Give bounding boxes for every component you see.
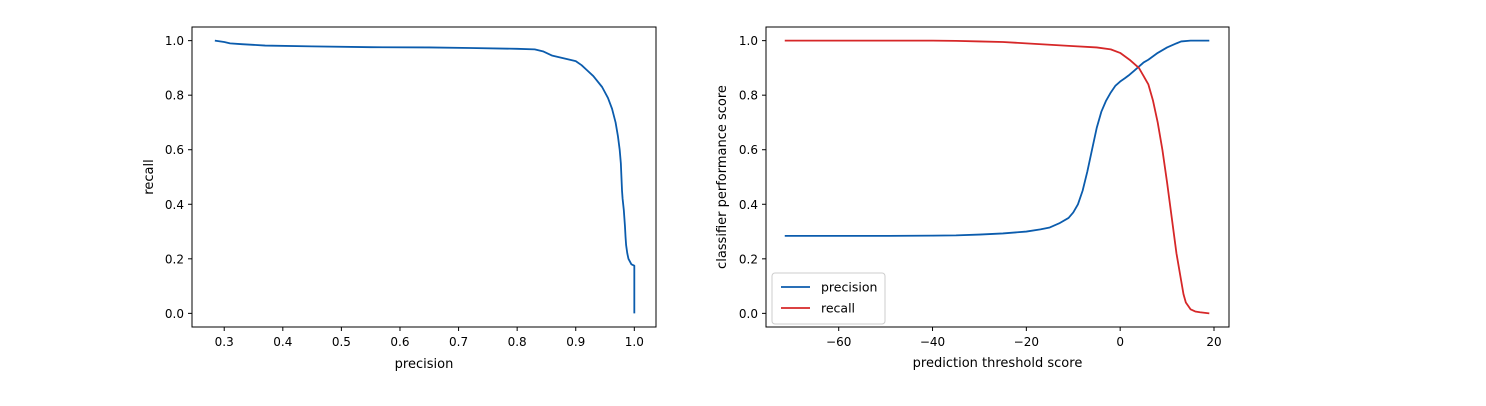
x-tick-label: 1.0 [625,335,644,349]
y-tick-label: 0.0 [165,307,184,321]
x-tick-label: 0.9 [566,335,585,349]
x-tick-label: 0.4 [273,335,292,349]
y-tick-label: 1.0 [165,34,184,48]
chart-threshold-scores: −60 −40 −20 0 20 0.0 0.2 0.4 0.6 0.8 1.0 prediction… [715,26,1230,371]
y-tick-label: 1.0 [739,34,758,48]
y-tick-label: 0.2 [165,252,184,266]
x-tick-label: 0 [1116,335,1124,349]
chart-precision-recall: 0.3 0.4 0.5 0.6 0.7 0.8 0.9 1.0 0.0 0.2 0.4 0.6 0.8 1… [142,26,657,372]
x-tick-label: 0.3 [215,335,234,349]
series-line-precision [784,39,1210,237]
y-tick-label: 0.2 [739,252,758,266]
axes-frame [191,26,657,328]
legend-box [771,272,886,325]
y-axis-label: recall [142,159,157,194]
axes-frame [765,26,1230,328]
series-line-line-0 [214,39,636,314]
x-tick-label: −40 [920,335,945,349]
x-tick-label: 0.7 [449,335,468,349]
y-axis-label: classifier performance score [715,85,730,269]
legend-label-precision: precision [821,280,877,295]
y-tick-label: 0.4 [739,198,758,212]
legend-label-recall: recall [821,301,855,316]
series-line-recall [784,39,1210,315]
y-tick-label: 0.8 [739,89,758,103]
x-axis-label: prediction threshold score [913,356,1083,371]
y-tick-label: 0.4 [165,198,184,212]
y-tick-label: 0.6 [739,143,758,157]
x-tick-label: 0.6 [390,335,409,349]
y-tick-label: 0.6 [165,143,184,157]
x-tick-label: 0.8 [508,335,527,349]
y-tick-label: 0.0 [739,307,758,321]
legend: precision recall [771,272,886,325]
x-tick-label: −20 [1014,335,1039,349]
x-tick-label: 0.5 [332,335,351,349]
x-axis-label: precision [395,357,454,372]
x-tick-label: −60 [826,335,851,349]
x-tick-label: 20 [1206,335,1221,349]
y-tick-label: 0.8 [165,89,184,103]
